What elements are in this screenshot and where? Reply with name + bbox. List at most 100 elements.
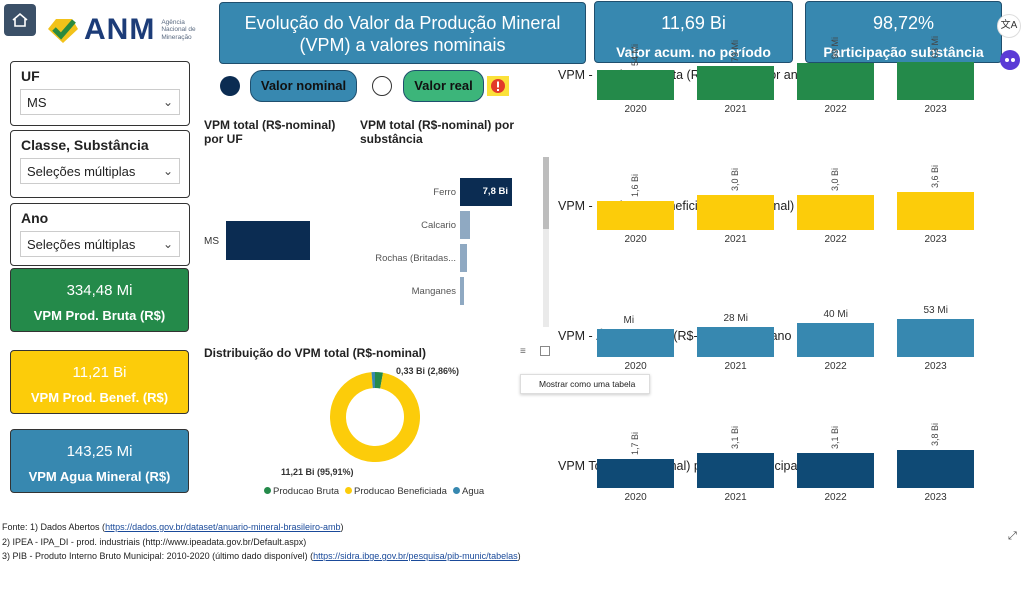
x-tick-label: 2023 — [924, 361, 947, 372]
anm-logo: ANM Agência Nacional de Mineração — [46, 10, 216, 50]
home-button[interactable] — [4, 4, 36, 36]
source-line-2: 2) IPEA - IPA_DI - prod. industriais (ht… — [2, 537, 307, 547]
info-button[interactable] — [487, 76, 509, 96]
bar-data-label: 03 Mi — [929, 35, 940, 58]
bar-data-label: Mi — [623, 315, 635, 326]
bar-data-label: 3,1 Bi — [729, 425, 740, 449]
subst-bar[interactable] — [460, 211, 470, 239]
donut-slice[interactable] — [374, 372, 384, 389]
uf-dropdown[interactable]: MS ⌄ — [20, 89, 180, 115]
kpi-value: 143,25 Mi — [66, 443, 133, 460]
bar[interactable] — [797, 453, 874, 488]
chevron-down-icon: ⌄ — [162, 95, 173, 109]
bar[interactable] — [797, 323, 874, 357]
bar-charts-area: VPM - Producao Bruta (R$-nominal) por an… — [556, 36, 986, 584]
x-tick-label: 2021 — [724, 104, 747, 115]
radio-real[interactable] — [372, 76, 392, 96]
x-tick-label: 2020 — [624, 492, 647, 503]
bar[interactable] — [697, 453, 774, 488]
ano-dropdown[interactable]: Seleções múltiplas ⌄ — [20, 231, 180, 257]
x-tick-label: 2020 — [624, 234, 647, 245]
bar[interactable] — [897, 192, 974, 230]
bar[interactable] — [597, 201, 674, 230]
bar[interactable] — [697, 66, 774, 100]
kpi-label: VPM Prod. Benef. (R$) — [30, 390, 169, 405]
filter-title: Classe, Substância — [21, 137, 149, 153]
kpi-label: VPM Prod. Bruta (R$) — [33, 308, 166, 323]
x-tick-label: 2023 — [924, 234, 947, 245]
source-text: 3) PIB - Produto Interno Bruto Municipal… — [2, 551, 314, 561]
uf-bar-ms[interactable] — [226, 221, 310, 260]
bar[interactable] — [597, 329, 674, 357]
subst-chart: Ferro 7,8 Bi Calcario Rochas (Britadas... Ma… — [360, 178, 540, 308]
bar[interactable] — [897, 319, 974, 357]
legend-item[interactable]: Producao Beneficiada — [345, 486, 447, 497]
filter-title: UF — [21, 68, 40, 84]
bar[interactable] — [797, 195, 874, 230]
home-icon — [12, 12, 28, 27]
bar[interactable] — [697, 327, 774, 357]
bar[interactable] — [897, 62, 974, 100]
scrollbar-thumb[interactable] — [543, 157, 549, 229]
filter-ano: Ano Seleções múltiplas ⌄ — [10, 203, 190, 266]
donut-chart — [330, 372, 420, 462]
kpi-label: Valor acum. no período — [616, 44, 771, 60]
subst-bar[interactable]: 7,8 Bi — [460, 178, 512, 206]
x-tick-label: 2021 — [724, 234, 747, 245]
x-tick-label: 2021 — [724, 492, 747, 503]
translate-icon[interactable]: 文A — [997, 14, 1021, 38]
kpi-value: 11,69 Bi — [661, 13, 726, 33]
assistant-icon[interactable] — [1000, 50, 1020, 70]
kpi-value: 11,21 Bi — [72, 364, 127, 381]
donut-title: Distribuição do VPM total (R$-nominal) — [204, 346, 427, 360]
source-link-1[interactable]: https://dados.gov.br/dataset/anuario-min… — [105, 522, 341, 532]
x-tick-label: 2022 — [824, 234, 847, 245]
anm-logo-mark-icon — [48, 19, 78, 43]
kpi-value: 98,72% — [872, 13, 935, 33]
subst-category-label: Ferro — [433, 187, 456, 198]
bar-data-label: 53 Mi — [923, 305, 948, 316]
legend-item[interactable]: Agua — [452, 486, 484, 497]
dropdown-value: Seleções múltiplas — [27, 237, 136, 252]
bar[interactable] — [897, 450, 974, 488]
bar-data-label: 3,0 Bi — [729, 167, 740, 191]
radio-nominal[interactable] — [220, 76, 240, 96]
valor-nominal-button[interactable]: Valor nominal — [250, 70, 357, 102]
x-tick-label: 2023 — [924, 104, 947, 115]
valor-real-button[interactable]: Valor real — [403, 70, 484, 102]
x-tick-label: 2022 — [824, 361, 847, 372]
substancia-dropdown[interactable]: Seleções múltiplas ⌄ — [20, 158, 180, 184]
dropdown-value: MS — [27, 95, 47, 110]
subst-category-label: Calcario — [421, 220, 456, 231]
uf-category-label: MS — [204, 236, 219, 247]
bar[interactable] — [797, 63, 874, 100]
kpi-label: VPM Agua Mineral (R$) — [28, 469, 171, 484]
donut-slice[interactable] — [330, 372, 420, 462]
filter-uf: UF MS ⌄ — [10, 61, 190, 126]
bar-data-label: 79 Mi — [729, 39, 740, 62]
filter-substancia: Classe, Substância Seleções múltiplas ⌄ — [10, 130, 190, 198]
page-title: Evolução do Valor da Produção Mineral (V… — [219, 2, 586, 64]
bar[interactable] — [597, 459, 674, 488]
source-link-3[interactable]: https://sidra.ibge.gov.br/pesquisa/pib-m… — [313, 551, 518, 561]
alert-icon — [491, 79, 505, 93]
chevron-down-icon: ⌄ — [162, 164, 173, 178]
x-tick-label: 2022 — [824, 492, 847, 503]
bar-data-label: 3,0 Bi — [829, 167, 840, 191]
assistant-face-icon — [1005, 58, 1015, 62]
expand-icon[interactable]: ⤢ — [1008, 530, 1017, 542]
bar[interactable] — [697, 195, 774, 230]
subst-category-label: Rochas (Britadas... — [375, 253, 456, 264]
uf-chart-title: VPM total (R$-nominal) por UF — [204, 118, 336, 146]
subst-bar[interactable] — [460, 277, 464, 305]
kpi-prod-benef: 11,21 Bi VPM Prod. Benef. (R$) — [10, 350, 189, 414]
subst-scrollbar[interactable] — [543, 157, 549, 327]
filter-icon[interactable]: ≡ — [520, 346, 526, 357]
legend-item[interactable]: Producao Bruta — [264, 486, 339, 497]
bar[interactable] — [597, 70, 674, 100]
x-tick-label: 2020 — [624, 361, 647, 372]
subst-bar[interactable] — [460, 244, 467, 272]
bar-data-label: 54 Mi — [629, 43, 640, 66]
focus-mode-icon[interactable] — [540, 346, 550, 356]
source-line-1: Fonte: 1) Dados Abertos (https://dados.g… — [2, 522, 344, 532]
